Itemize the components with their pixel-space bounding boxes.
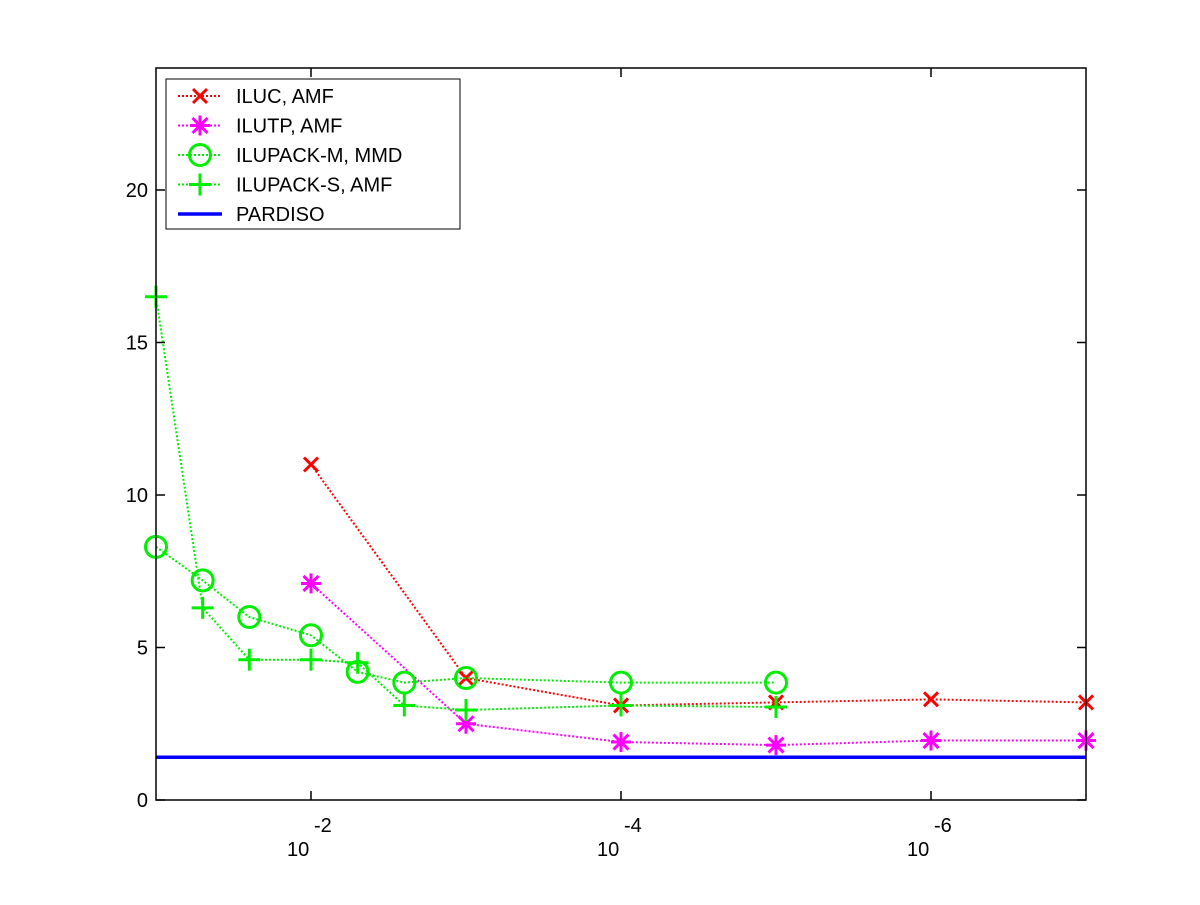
data-point xyxy=(921,730,941,751)
legend-entry: ILUPACK-S, AMF xyxy=(178,173,392,197)
marker-stroke xyxy=(457,715,475,733)
data-point xyxy=(457,669,475,687)
series-1 xyxy=(301,573,1096,756)
data-point xyxy=(237,605,262,629)
data-point xyxy=(392,670,417,695)
legend: ILUC, AMF ILUTP, AMF ILUPACK-M, MMD ILUPACK… xyxy=(165,78,461,230)
x-tick-exponent: -2 xyxy=(314,815,332,837)
data-point xyxy=(610,694,632,717)
legend-label: ILUPACK-S, AMF xyxy=(236,175,392,197)
marker-stroke xyxy=(191,116,209,135)
x-tick-base: 10 xyxy=(287,839,309,861)
data-point xyxy=(456,713,476,734)
series-2 xyxy=(144,534,788,695)
legend-marker xyxy=(188,143,212,167)
data-point xyxy=(765,695,787,718)
legend-entry: ILUTP, AMF xyxy=(178,115,342,138)
legend-label: ILUPACK-M, MMD xyxy=(236,145,402,167)
data-point xyxy=(301,573,321,594)
series-line xyxy=(155,296,777,712)
y-tick-label: 0 xyxy=(137,790,148,812)
x-tick-exponent: -4 xyxy=(624,815,642,837)
marker-stroke xyxy=(302,456,320,473)
data-point xyxy=(190,568,215,593)
y-tick-label: 10 xyxy=(126,485,148,507)
y-tick-label: 5 xyxy=(137,638,148,660)
legend-label: PARDISO xyxy=(236,204,325,226)
legend-entry: ILUPACK-M, MMD xyxy=(178,143,402,167)
series-line xyxy=(310,463,1087,707)
marker-stroke xyxy=(191,87,209,105)
data-point xyxy=(764,670,788,695)
data-point xyxy=(302,456,320,473)
data-point xyxy=(191,596,214,619)
data-point xyxy=(238,648,261,671)
series-3 xyxy=(145,285,787,722)
plot-series xyxy=(144,285,1096,760)
x-tick-exponent: -6 xyxy=(934,815,952,837)
legend-entry: PARDISO xyxy=(178,204,325,226)
y-tick-label: 15 xyxy=(126,333,148,355)
legend-label: ILUTP, AMF xyxy=(236,116,342,138)
x-tick-base: 10 xyxy=(597,839,619,861)
data-point xyxy=(766,735,786,756)
legend-marker xyxy=(190,115,210,136)
marker-stroke xyxy=(767,736,785,754)
legend-label: ILUC, AMF xyxy=(236,86,334,108)
legend-marker xyxy=(191,87,209,105)
marker-stroke xyxy=(612,733,630,751)
data-point xyxy=(346,651,369,674)
data-point xyxy=(393,694,416,717)
data-point xyxy=(454,666,478,690)
data-point xyxy=(611,732,631,753)
marker-stroke xyxy=(922,731,940,750)
marker-stroke xyxy=(302,574,320,593)
series-0 xyxy=(302,456,1095,714)
marker-stroke xyxy=(922,691,940,708)
legend-marker xyxy=(189,173,211,196)
y-tick-label: 20 xyxy=(126,180,148,202)
data-point xyxy=(455,699,477,722)
marker-stroke xyxy=(457,669,475,687)
data-point xyxy=(609,670,633,695)
data-point xyxy=(300,648,322,671)
data-point xyxy=(922,691,940,708)
legend-entry: ILUC, AMF xyxy=(178,86,334,108)
data-point xyxy=(299,623,323,648)
series-line xyxy=(310,582,1086,747)
x-tick-base: 10 xyxy=(907,839,929,861)
